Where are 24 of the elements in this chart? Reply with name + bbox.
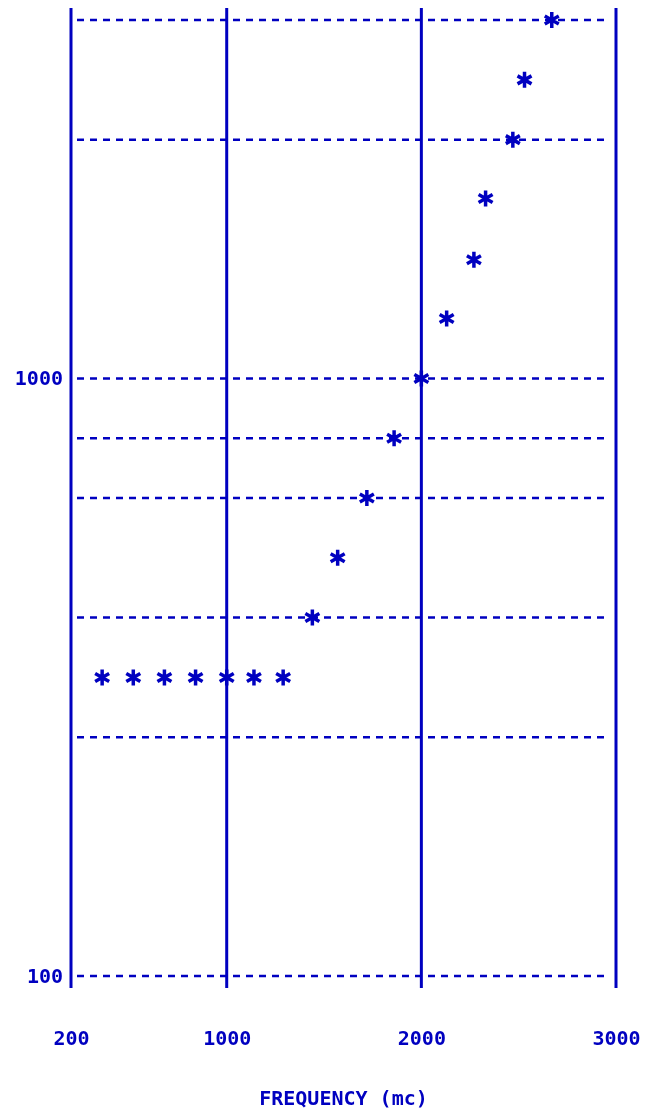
y-tick-label: 100	[26, 963, 63, 988]
point	[385, 428, 403, 449]
point	[437, 308, 456, 329]
point	[274, 667, 292, 688]
x-tick-label: 3000	[592, 1026, 641, 1050]
x-tick-label: 2000	[397, 1026, 446, 1050]
point	[476, 188, 495, 209]
point	[543, 10, 561, 30]
point	[465, 250, 483, 270]
point	[515, 70, 534, 90]
point	[155, 667, 174, 688]
point	[504, 129, 522, 150]
point	[124, 667, 143, 688]
point	[328, 548, 347, 568]
point	[412, 368, 431, 389]
x-axis-title: FREQUENCY (mc)	[259, 1086, 428, 1110]
x-tick-label: 1000	[203, 1026, 252, 1050]
x-tick-label: 200	[53, 1026, 90, 1050]
point	[186, 667, 205, 688]
point	[217, 667, 236, 688]
point	[303, 607, 322, 628]
point	[93, 667, 111, 688]
point	[358, 488, 376, 508]
point	[245, 667, 263, 688]
